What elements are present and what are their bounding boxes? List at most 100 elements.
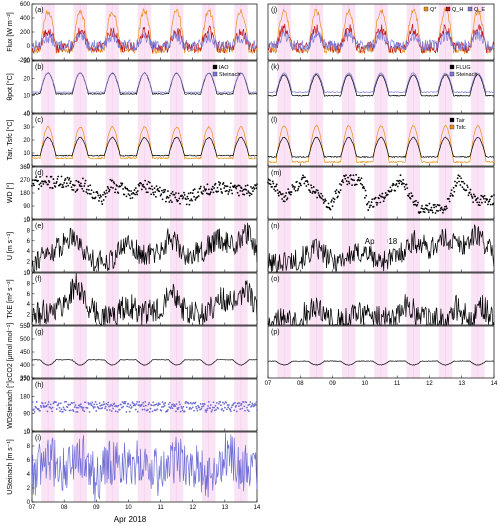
data-point	[63, 400, 66, 403]
data-point	[189, 199, 191, 202]
data-point	[95, 410, 98, 412]
data-point	[206, 183, 209, 186]
data-point	[237, 402, 240, 405]
y-tick-label: 200	[20, 30, 31, 36]
data-point	[160, 193, 163, 196]
data-point	[218, 184, 221, 186]
data-point	[49, 406, 51, 409]
data-point	[217, 402, 220, 405]
data-point	[94, 196, 97, 199]
data-point	[335, 189, 338, 191]
series-line	[31, 125, 258, 160]
data-point	[256, 409, 258, 412]
data-point	[213, 406, 216, 409]
data-point	[207, 405, 210, 407]
data-point	[217, 190, 220, 193]
data-point	[102, 193, 104, 196]
data-point	[141, 408, 144, 411]
data-point	[135, 403, 138, 405]
data-point	[84, 182, 86, 185]
panel-frame	[267, 325, 495, 379]
data-point	[114, 410, 117, 413]
data-point	[109, 178, 112, 181]
data-point	[292, 185, 295, 188]
data-point	[42, 183, 45, 185]
data-point	[227, 406, 230, 409]
data-point	[219, 401, 222, 403]
panel-label: (a)	[35, 7, 44, 14]
data-point	[283, 196, 286, 199]
data-point	[374, 196, 377, 199]
data-point	[80, 185, 83, 188]
data-point	[365, 194, 368, 197]
data-point	[203, 186, 205, 188]
data-point	[82, 406, 85, 409]
data-point	[111, 179, 114, 182]
data-point	[174, 196, 177, 199]
data-point	[433, 203, 436, 206]
y-tick-label: 2	[27, 313, 31, 319]
data-point	[269, 183, 272, 186]
data-point	[152, 193, 155, 196]
data-point	[236, 191, 239, 194]
data-point	[177, 192, 180, 195]
data-point	[71, 409, 74, 411]
data-point	[334, 190, 337, 193]
data-point	[456, 177, 459, 180]
y-tick-label: 20	[23, 138, 30, 144]
data-point	[475, 198, 478, 200]
data-point	[462, 188, 465, 191]
x-tick-label: 13	[222, 505, 229, 511]
data-point	[302, 176, 305, 179]
data-point	[171, 190, 174, 193]
data-point	[250, 405, 253, 407]
data-point	[214, 404, 217, 407]
data-point	[86, 188, 88, 191]
data-point	[140, 182, 143, 185]
data-point	[244, 409, 246, 412]
data-point	[303, 182, 306, 185]
data-point	[128, 194, 131, 197]
data-point	[219, 188, 222, 190]
data-point	[93, 403, 96, 406]
data-point	[482, 196, 485, 198]
data-point	[489, 198, 491, 201]
data-point	[197, 191, 199, 194]
data-point	[403, 186, 406, 188]
data-point	[474, 195, 477, 198]
data-point	[178, 401, 181, 403]
data-point	[305, 185, 308, 187]
data-point	[308, 189, 311, 192]
data-point	[47, 401, 50, 403]
legend-label: Q_E	[474, 7, 485, 13]
data-point	[114, 188, 117, 191]
data-point	[174, 405, 177, 408]
x-tick-label: 11	[394, 381, 401, 387]
data-point	[54, 185, 57, 188]
y-tick-label: 270	[20, 377, 31, 383]
data-point	[407, 195, 410, 197]
data-point	[167, 190, 169, 192]
data-point	[166, 195, 169, 198]
data-point	[469, 188, 472, 191]
data-point	[122, 405, 124, 408]
data-point	[105, 189, 108, 192]
data-point	[187, 402, 190, 405]
data-point	[142, 401, 145, 404]
data-point	[319, 196, 322, 199]
data-point	[31, 184, 33, 187]
data-point	[120, 403, 122, 406]
data-point	[104, 195, 107, 198]
data-point	[169, 194, 171, 197]
data-point	[98, 402, 101, 404]
data-point	[307, 183, 310, 186]
data-point	[354, 183, 357, 186]
data-point	[177, 199, 179, 202]
data-point	[310, 186, 313, 189]
data-point	[167, 196, 170, 199]
data-point	[97, 194, 100, 197]
data-point	[476, 201, 479, 204]
data-point	[183, 410, 186, 413]
